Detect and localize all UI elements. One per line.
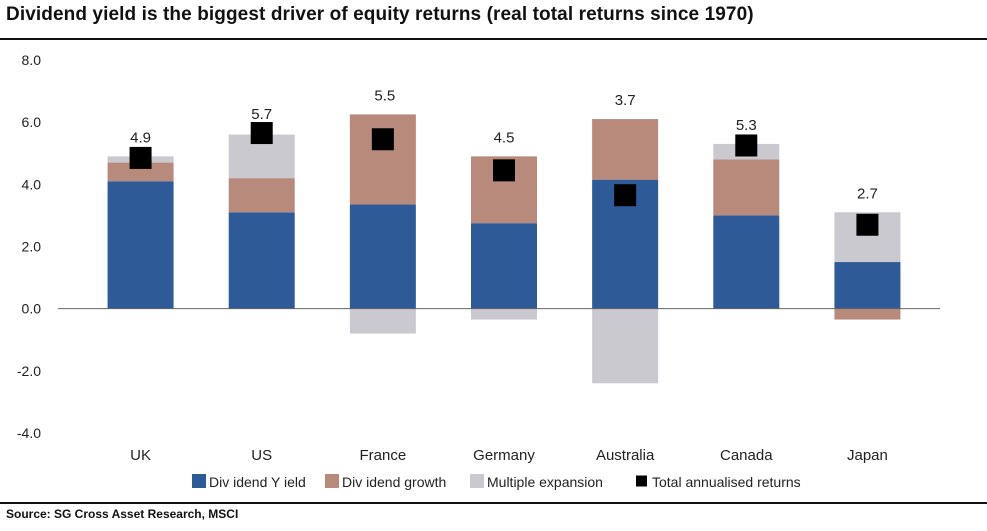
data-label-germany: 4.5	[494, 129, 515, 146]
source-note: Source: SG Cross Asset Research, MSCI	[6, 507, 239, 521]
x-tick-label-france: France	[360, 447, 407, 464]
legend-label-multiple-expansion: Multiple expansion	[487, 474, 603, 490]
y-tick-label: 6.0	[22, 114, 42, 130]
x-tick-label-us: US	[251, 447, 272, 464]
x-tick-label-japan: Japan	[847, 447, 888, 464]
bar-multiple-expansion-france	[349, 308, 416, 334]
legend-swatch-div-idend-y-ield	[192, 474, 206, 488]
data-label-japan: 2.7	[857, 185, 878, 202]
bar-div-idend-y-ield-canada	[713, 215, 780, 309]
bar-multiple-expansion-germany	[471, 308, 537, 320]
y-tick-label: 4.0	[22, 176, 42, 192]
legend-label-total-annualised-returns: Total annualised returns	[652, 474, 801, 490]
legend-label-div-idend-y-ield: Div idend Y ield	[209, 474, 306, 490]
x-tick-label-germany: Germany	[473, 447, 535, 464]
bar-div-idend-y-ield-france	[349, 204, 416, 309]
data-label-us: 5.7	[251, 106, 272, 123]
bar-div-idend-growth-us	[228, 178, 295, 213]
legend-swatch-total-annualised-returns	[636, 475, 647, 487]
bar-div-idend-y-ield-uk	[107, 181, 174, 309]
total-marker-japan	[856, 213, 879, 236]
bar-div-idend-y-ield-japan	[834, 262, 901, 309]
total-marker-australia	[614, 184, 637, 207]
bar-div-idend-growth-japan	[834, 308, 901, 320]
data-label-france: 5.5	[374, 87, 395, 104]
y-tick-label: 2.0	[22, 239, 42, 255]
total-marker-uk	[129, 146, 152, 169]
y-tick-label: 0.0	[22, 301, 42, 317]
data-label-uk: 4.9	[130, 129, 151, 146]
legend-label-div-idend-growth: Div idend growth	[342, 474, 446, 490]
legend-swatch-div-idend-growth	[325, 474, 339, 488]
y-tick-label: -2.0	[17, 363, 41, 379]
legend-swatch-multiple-expansion	[470, 474, 484, 488]
total-marker-germany	[493, 159, 515, 182]
bar-div-idend-y-ield-us	[228, 212, 295, 309]
data-label-canada: 5.3	[736, 117, 757, 134]
total-marker-us	[250, 122, 273, 145]
total-marker-canada	[735, 134, 758, 157]
x-tick-label-canada: Canada	[720, 447, 773, 464]
bar-div-idend-y-ield-germany	[471, 223, 537, 309]
x-tick-label-uk: UK	[130, 447, 151, 464]
total-marker-france	[371, 128, 394, 151]
y-tick-label: 8.0	[22, 52, 42, 68]
data-label-australia: 3.7	[615, 92, 636, 109]
x-tick-label-australia: Australia	[596, 447, 655, 464]
bar-div-idend-growth-france	[349, 114, 416, 205]
title-rule	[0, 38, 987, 40]
bar-div-idend-growth-canada	[713, 159, 780, 216]
chart-title: Dividend yield is the biggest driver of …	[6, 4, 754, 25]
y-tick-label: -4.0	[17, 425, 41, 441]
bar-multiple-expansion-australia	[592, 308, 659, 384]
bar-div-idend-growth-uk	[107, 162, 174, 182]
bar-div-idend-growth-australia	[592, 119, 659, 180]
source-rule	[0, 502, 987, 504]
